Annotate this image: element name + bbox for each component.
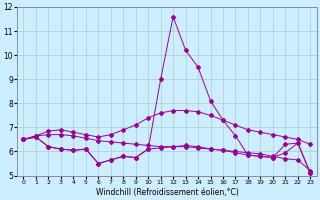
X-axis label: Windchill (Refroidissement éolien,°C): Windchill (Refroidissement éolien,°C)	[96, 188, 238, 197]
